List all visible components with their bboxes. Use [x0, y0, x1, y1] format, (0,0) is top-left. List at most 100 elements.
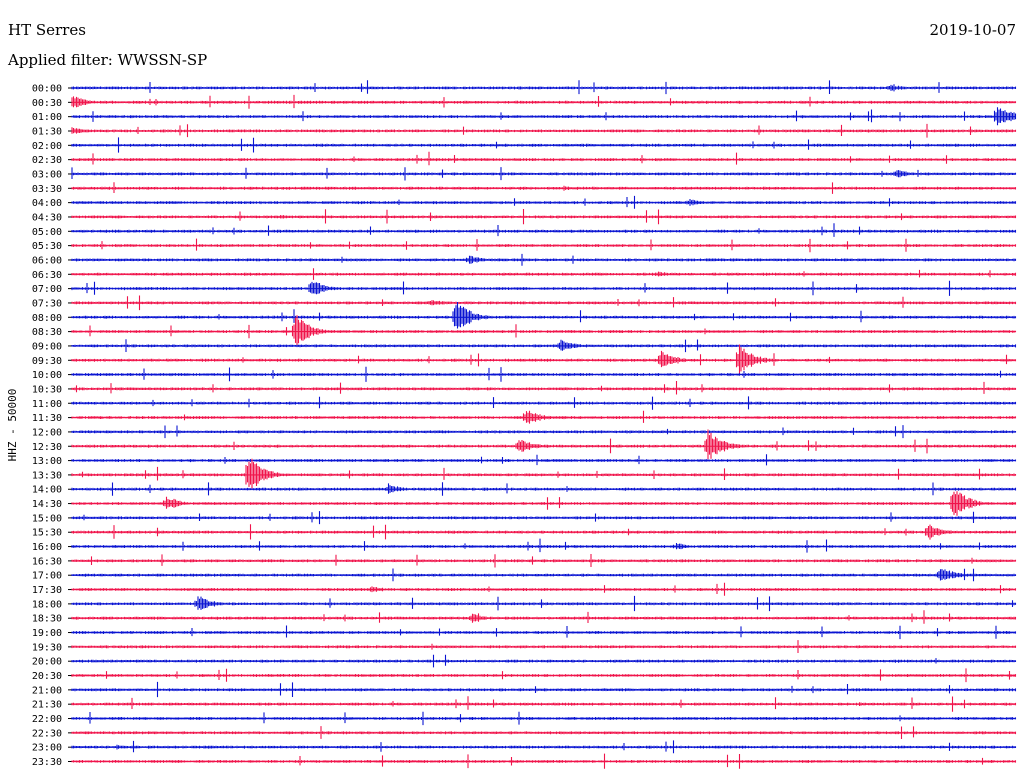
- time-label: 20:00: [32, 657, 62, 668]
- time-label: 01:30: [32, 126, 62, 137]
- trace-line: [71, 107, 1017, 126]
- time-label: 03:30: [32, 184, 62, 195]
- trace-line: [71, 315, 1017, 347]
- trace-group: [71, 80, 1017, 769]
- time-label: 16:00: [32, 542, 62, 553]
- time-label: 12:30: [32, 442, 62, 453]
- trace-line: [71, 137, 1017, 153]
- trace-line: [71, 753, 1017, 769]
- trace-line: [71, 491, 1017, 516]
- trace-line: [71, 538, 1017, 553]
- trace-line: [71, 295, 1017, 311]
- trace-line: [71, 80, 1017, 95]
- time-label: 15:00: [32, 513, 62, 524]
- channel-label: HHZ - 50000: [6, 389, 19, 462]
- trace-line: [71, 696, 1017, 712]
- trace-line: [71, 625, 1017, 640]
- time-label: 14:30: [32, 499, 62, 510]
- time-label: 10:00: [32, 370, 62, 381]
- time-label: 22:30: [32, 728, 62, 739]
- time-label: 22:00: [32, 714, 62, 725]
- trace-line: [71, 268, 1017, 280]
- time-label: 05:00: [32, 227, 62, 238]
- trace-line: [71, 151, 1017, 166]
- trace-line: [71, 425, 1017, 439]
- trace-line: [71, 366, 1017, 382]
- trace-line: [71, 253, 1017, 266]
- trace-line: [71, 339, 1017, 353]
- trace-line: [71, 123, 1017, 138]
- station-title: HT Serres: [8, 21, 86, 39]
- time-label: 18:00: [32, 599, 62, 610]
- time-label: 00:30: [32, 98, 62, 109]
- time-label: 12:00: [32, 427, 62, 438]
- time-label: 11:30: [32, 413, 62, 424]
- time-label: 15:30: [32, 528, 62, 539]
- trace-line: [71, 223, 1017, 237]
- trace-line: [71, 668, 1017, 683]
- time-label: 02:00: [32, 141, 62, 152]
- time-label: 13:00: [32, 456, 62, 467]
- time-label: 13:30: [32, 470, 62, 481]
- time-label: 05:30: [32, 241, 62, 252]
- time-label: 02:30: [32, 155, 62, 166]
- trace-line: [71, 410, 1017, 424]
- time-label: 14:00: [32, 485, 62, 496]
- time-label: 10:30: [32, 384, 62, 395]
- trace-line: [71, 238, 1017, 253]
- trace-line: [71, 381, 1017, 395]
- time-label: 21:00: [32, 685, 62, 696]
- trace-line: [71, 610, 1017, 624]
- time-label: 11:00: [32, 399, 62, 410]
- time-label: 04:30: [32, 212, 62, 223]
- trace-line: [71, 167, 1017, 181]
- trace-line: [71, 482, 1017, 496]
- time-label: 08:00: [32, 313, 62, 324]
- time-label: 23:00: [32, 743, 62, 754]
- trace-line: [71, 429, 1017, 460]
- time-label: 20:30: [32, 671, 62, 682]
- trace-line: [71, 302, 1017, 329]
- time-label: 09:00: [32, 341, 62, 352]
- trace-line: [71, 454, 1017, 466]
- trace-line: [71, 726, 1017, 739]
- trace-line: [71, 740, 1017, 754]
- time-label: 07:30: [32, 298, 62, 309]
- time-label: 03:00: [32, 169, 62, 180]
- trace-line: [71, 396, 1017, 410]
- time-label: 01:00: [32, 112, 62, 123]
- trace-line: [71, 711, 1017, 726]
- trace-line: [71, 209, 1017, 225]
- trace-line: [71, 344, 1017, 375]
- trace-line: [71, 681, 1017, 698]
- trace-line: [71, 524, 1017, 540]
- trace-line: [71, 511, 1017, 525]
- trace-line: [71, 554, 1017, 568]
- time-label: 04:00: [32, 198, 62, 209]
- time-label: 09:30: [32, 356, 62, 367]
- date-label: 2019-10-07: [929, 21, 1016, 39]
- time-label: 19:30: [32, 642, 62, 653]
- time-label: 00:00: [32, 84, 62, 95]
- trace-line: [71, 640, 1017, 653]
- time-label: 17:30: [32, 585, 62, 596]
- time-label: 23:30: [32, 757, 62, 768]
- trace-line: [71, 94, 1017, 109]
- trace-line: [71, 654, 1017, 668]
- trace-line: [71, 458, 1017, 490]
- trace-line: [71, 595, 1017, 612]
- time-label: 06:00: [32, 255, 62, 266]
- time-label: 18:30: [32, 614, 62, 625]
- trace-line: [71, 582, 1017, 596]
- trace-line: [71, 280, 1017, 296]
- time-label: 19:00: [32, 628, 62, 639]
- time-label: 16:30: [32, 556, 62, 567]
- trace-line: [71, 182, 1017, 194]
- filter-label: Applied filter: WWSSN-SP: [8, 51, 208, 69]
- time-label: 08:30: [32, 327, 62, 338]
- time-label: 21:30: [32, 700, 62, 711]
- trace-line: [71, 195, 1017, 209]
- time-label: 07:00: [32, 284, 62, 295]
- time-label: 06:30: [32, 270, 62, 281]
